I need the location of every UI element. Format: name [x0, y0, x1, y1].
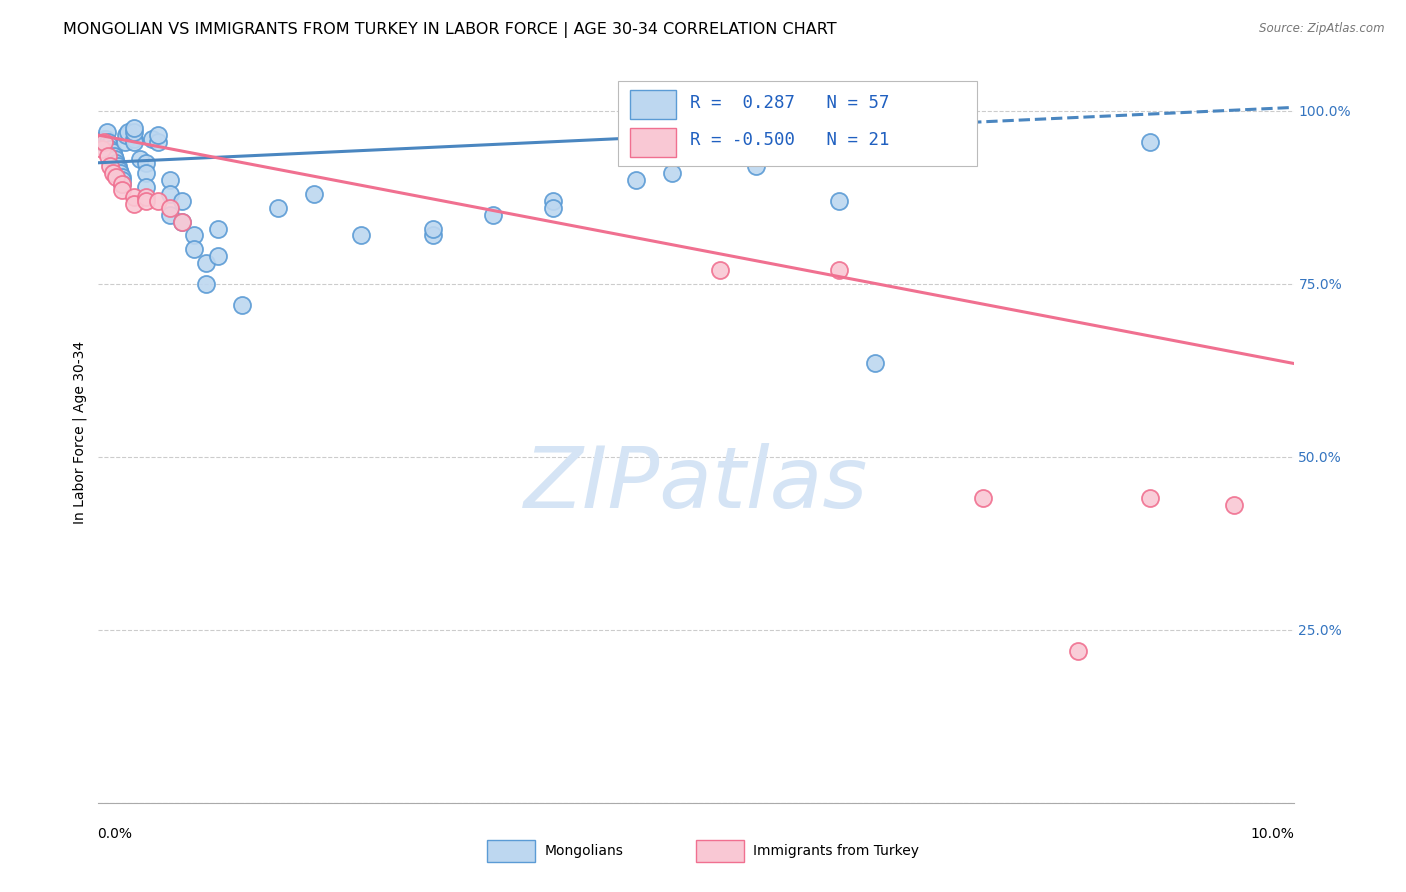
- Point: [93, 131, 115, 145]
- Point: [97, 135, 120, 149]
- Point: [172, 214, 194, 228]
- Point: [148, 194, 170, 208]
- FancyBboxPatch shape: [696, 840, 744, 862]
- Point: [135, 155, 157, 169]
- Point: [103, 149, 125, 163]
- Point: [159, 186, 181, 201]
- Point: [117, 125, 139, 139]
- Point: [98, 142, 122, 156]
- Point: [98, 138, 121, 153]
- Point: [148, 135, 170, 149]
- Text: Source: ZipAtlas.com: Source: ZipAtlas.com: [1260, 22, 1385, 36]
- Point: [267, 201, 290, 215]
- Point: [124, 121, 146, 136]
- Point: [107, 162, 129, 177]
- Point: [104, 153, 127, 167]
- Point: [422, 221, 444, 235]
- Point: [129, 153, 152, 167]
- Point: [107, 159, 129, 173]
- Point: [96, 125, 118, 139]
- Point: [124, 190, 146, 204]
- Point: [350, 228, 373, 243]
- FancyBboxPatch shape: [486, 840, 534, 862]
- Point: [626, 173, 648, 187]
- Point: [124, 197, 146, 211]
- Point: [159, 208, 181, 222]
- Point: [114, 135, 136, 149]
- Point: [111, 177, 134, 191]
- Point: [1139, 491, 1161, 506]
- Point: [745, 159, 768, 173]
- Point: [98, 159, 122, 173]
- Text: 10.0%: 10.0%: [1251, 827, 1295, 840]
- Point: [422, 228, 444, 243]
- Point: [111, 177, 134, 191]
- Point: [101, 145, 124, 160]
- Point: [865, 356, 887, 370]
- Point: [302, 186, 325, 201]
- Point: [105, 155, 128, 169]
- Point: [231, 297, 253, 311]
- Text: 0.0%: 0.0%: [97, 827, 132, 840]
- Point: [111, 173, 134, 187]
- Point: [207, 249, 229, 263]
- Point: [135, 180, 157, 194]
- Point: [972, 491, 994, 506]
- Point: [135, 166, 157, 180]
- Point: [172, 214, 194, 228]
- Point: [105, 169, 128, 184]
- Y-axis label: In Labor Force | Age 30-34: In Labor Force | Age 30-34: [73, 341, 87, 524]
- Point: [111, 184, 134, 198]
- Point: [661, 166, 683, 180]
- Point: [183, 228, 205, 243]
- Point: [482, 208, 505, 222]
- Point: [101, 166, 124, 180]
- Point: [91, 142, 114, 156]
- Point: [172, 194, 194, 208]
- FancyBboxPatch shape: [630, 128, 676, 157]
- Text: Immigrants from Turkey: Immigrants from Turkey: [754, 844, 920, 858]
- Point: [195, 256, 218, 270]
- Point: [124, 135, 146, 149]
- Text: R =  0.287   N = 57: R = 0.287 N = 57: [690, 95, 890, 112]
- Point: [93, 135, 115, 149]
- Point: [159, 173, 181, 187]
- Point: [1067, 643, 1090, 657]
- Point: [541, 201, 564, 215]
- Point: [141, 131, 163, 145]
- Point: [195, 277, 218, 291]
- Point: [159, 201, 181, 215]
- Point: [124, 131, 146, 145]
- Point: [709, 263, 731, 277]
- Point: [135, 190, 157, 204]
- Point: [828, 194, 851, 208]
- Point: [111, 169, 134, 184]
- Point: [108, 166, 131, 180]
- Point: [124, 125, 146, 139]
- Point: [97, 149, 120, 163]
- Point: [135, 194, 157, 208]
- Point: [541, 194, 564, 208]
- Text: ZIPatlas: ZIPatlas: [524, 443, 868, 526]
- Text: R = -0.500   N = 21: R = -0.500 N = 21: [690, 131, 890, 149]
- FancyBboxPatch shape: [630, 90, 676, 120]
- Text: MONGOLIAN VS IMMIGRANTS FROM TURKEY IN LABOR FORCE | AGE 30-34 CORRELATION CHART: MONGOLIAN VS IMMIGRANTS FROM TURKEY IN L…: [63, 22, 837, 38]
- Point: [1223, 498, 1246, 512]
- Point: [94, 131, 117, 145]
- Point: [828, 263, 851, 277]
- Point: [207, 221, 229, 235]
- Text: Mongolians: Mongolians: [544, 844, 623, 858]
- FancyBboxPatch shape: [619, 81, 977, 166]
- Point: [183, 242, 205, 256]
- Point: [115, 128, 138, 142]
- Point: [148, 128, 170, 142]
- Point: [1139, 135, 1161, 149]
- Point: [91, 135, 114, 149]
